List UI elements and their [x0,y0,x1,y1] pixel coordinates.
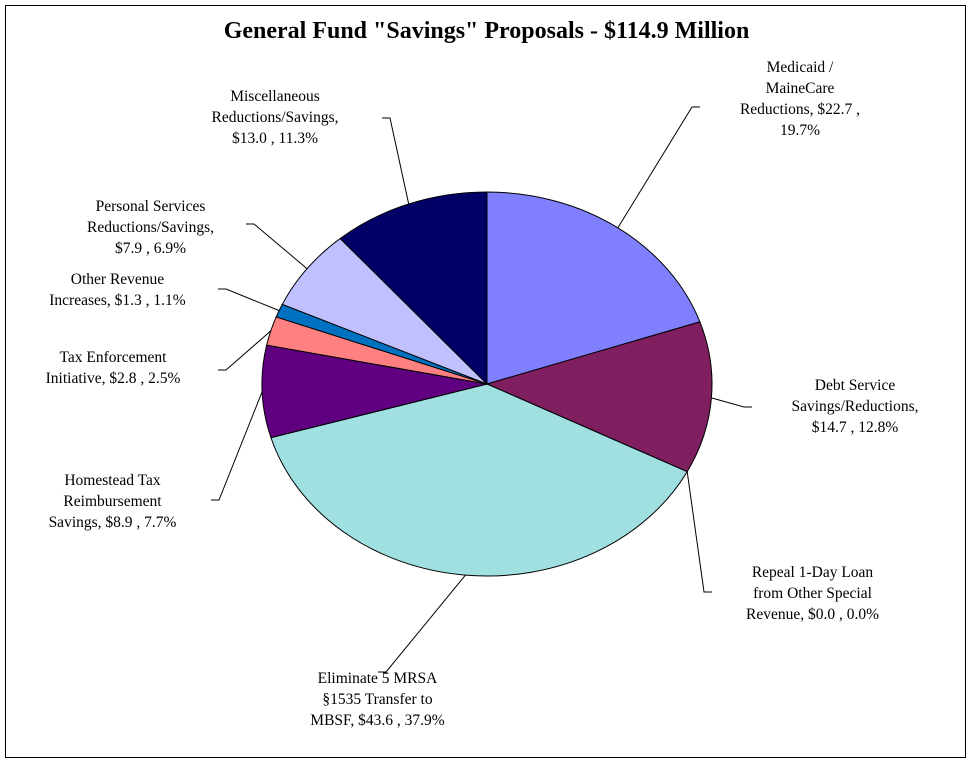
slice-label-personal-services: Personal Services Reductions/Savings, $7… [86,198,214,257]
slice-label-debt-service: Debt Service Savings/Reductions, $14.7 ,… [791,377,919,436]
slice-label-other-revenue: Other Revenue Increases, $1.3 , 1.1% [49,271,186,309]
slice-label-medicaid: Medicaid / MaineCare Reductions, $22.7 ,… [739,59,861,139]
chart-title: General Fund "Savings" Proposals - $114.… [223,18,750,44]
slice-label-eliminate-transfer: Eliminate 5 MRSA §1535 Transfer to MBSF,… [310,670,445,729]
leader-line-5 [218,330,272,371]
leader-line-6 [218,288,280,312]
pie-slice-3 [270,383,688,577]
leader-line-2 [686,471,712,593]
leader-line-4 [211,391,263,501]
slice-label-miscellaneous: Miscellaneous Reductions/Savings, $13.0 … [211,88,339,147]
leader-line-1 [711,397,752,408]
pie-slice-1 [485,321,713,473]
pie-slice-0 [486,191,701,385]
slice-label-tax-enforcement: Tax Enforcement Initiative, $2.8 , 2.5% [45,349,181,387]
leader-line-3 [378,574,466,673]
slice-label-repeal-loan: Repeal 1-Day Loan from Other Special Rev… [745,564,879,623]
pie-slice-4 [261,344,488,439]
pie-slice-8 [339,191,488,386]
slice-label-homestead: Homestead Tax Reimbursement Savings, $8.… [48,472,177,531]
leader-line-0 [617,106,700,229]
leader-line-8 [382,117,410,205]
leader-line-7 [246,223,308,270]
